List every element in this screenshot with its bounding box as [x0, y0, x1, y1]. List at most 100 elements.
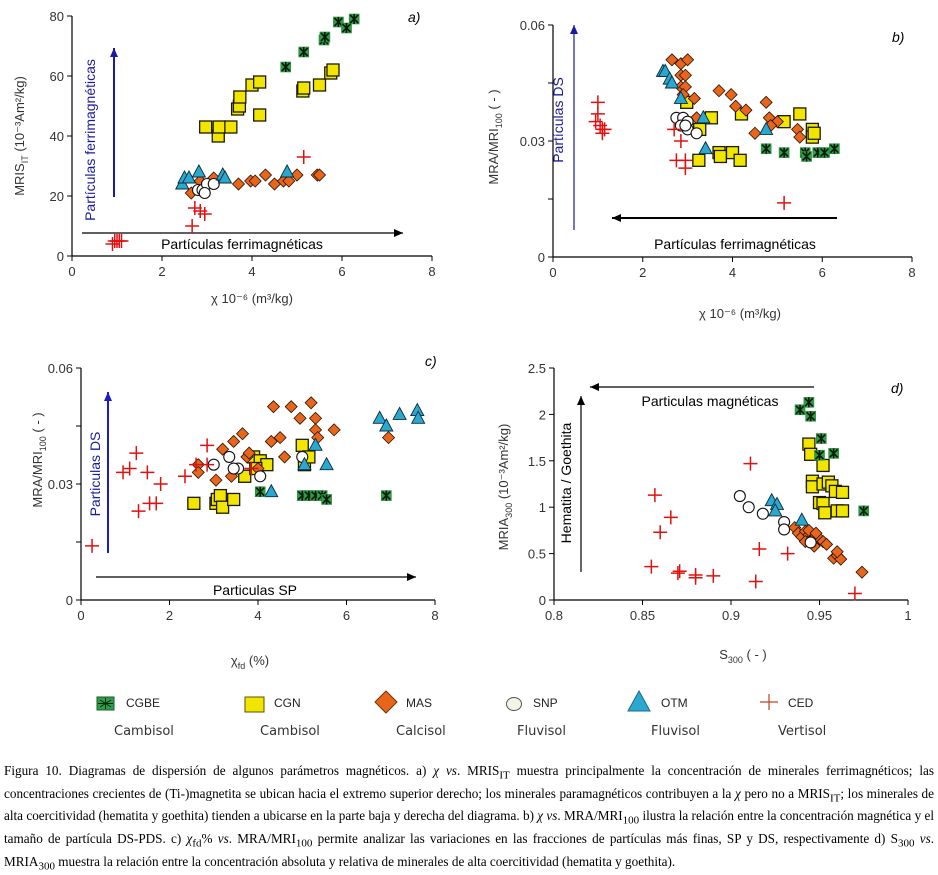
y-axis-label-main: MRA/MRI	[486, 128, 501, 184]
x-tick-label: 8	[431, 608, 438, 623]
x-axis-label: S300 ( - )	[719, 647, 767, 665]
series-cgbe	[254, 486, 392, 505]
x-tick-label: 0	[68, 264, 75, 279]
marker-cgn	[733, 153, 747, 167]
y-axis-label: MRA/MRI100 ( - )	[30, 412, 48, 507]
marker-asterisk	[829, 143, 839, 154]
marker-ced	[153, 477, 168, 491]
x-axis-label-sub: 300	[728, 655, 743, 665]
marker-asterisk	[819, 147, 830, 158]
x-tick-label: 0.8	[545, 608, 563, 623]
y-tick-label: 0	[538, 250, 545, 265]
marker-otm	[308, 437, 323, 451]
marker-asterisk	[779, 147, 789, 158]
marker-cgbe	[348, 13, 360, 25]
marker-mas	[793, 130, 807, 144]
caption-vs: vs	[445, 763, 457, 778]
marker-mas	[665, 53, 679, 67]
series-otm	[655, 63, 774, 155]
marker-mas	[830, 545, 844, 559]
y-tick-label: 0.06	[520, 18, 545, 33]
caption-vs: vs	[546, 808, 558, 824]
marker-cgbe	[760, 143, 772, 155]
marker-mas	[235, 427, 250, 441]
y-tick-label: 0	[539, 593, 546, 608]
panel-label: a)	[408, 9, 420, 25]
marker-ced	[116, 465, 131, 480]
marker-asterisk	[829, 448, 839, 459]
marker-cgn	[252, 108, 267, 122]
marker-mas	[729, 99, 743, 113]
x-tick-label: 6	[343, 608, 350, 623]
y-axis-label: MRISIT (10⁻³Am²/kg)	[12, 76, 30, 196]
panel-label: d)	[891, 380, 903, 396]
marker-otm	[758, 121, 774, 135]
marker-cgn	[198, 120, 213, 134]
marker-mas	[327, 423, 341, 437]
caption-sub: 100	[622, 814, 640, 827]
x-axis-label: χ 10⁻⁶ (m³/kg)	[211, 291, 293, 306]
red-plus-icon	[760, 694, 778, 710]
marker-snp	[804, 536, 817, 549]
marker-cgbe	[858, 505, 870, 517]
marker-cgn	[713, 149, 728, 164]
caption-text: ilustra la relación entre la concentraci…	[4, 808, 934, 846]
marker-mas	[258, 168, 273, 182]
series-mas	[191, 396, 396, 487]
caption-text: muestra la relación entre la concentraci…	[54, 853, 676, 869]
marker-mas	[748, 126, 762, 140]
y-axis-label-main: MRA/MRI	[30, 451, 45, 507]
marker-mas	[264, 434, 278, 449]
marker-ced	[663, 510, 678, 525]
marker-ced	[296, 150, 311, 164]
x-tick-label: 4	[729, 265, 736, 280]
marker-ced	[688, 570, 703, 585]
caption-text: . MRA/MRI	[557, 808, 623, 824]
marker-ced	[644, 559, 659, 574]
y-tick-label: 0	[57, 249, 64, 264]
marker-asterisk	[804, 397, 814, 408]
marker-asterisk	[299, 47, 309, 57]
y-tick-label: 0.03	[520, 134, 545, 149]
marker-asterisk	[333, 17, 343, 27]
legend-code: CGBE	[126, 696, 161, 710]
marker-otm	[673, 90, 689, 104]
green-square-asterisk-icon	[96, 696, 115, 711]
marker-ced	[672, 564, 687, 579]
marker-ced	[197, 207, 212, 221]
caption-sub: 100	[295, 837, 313, 850]
y-tick-label: 0	[66, 593, 73, 608]
marker-asterisk	[255, 486, 265, 497]
arrow-head	[110, 48, 118, 57]
marker-cgn	[326, 63, 340, 77]
caption-text: pero no a MRIS	[740, 785, 831, 801]
series-snp	[191, 177, 220, 200]
marker-ced	[847, 586, 862, 601]
y-axis-label: MRIA300 (10⁻³Am²/kg)	[496, 424, 514, 551]
y-tick-label: 1	[539, 500, 546, 515]
y-tick-label: 1.5	[528, 454, 546, 469]
marker-cgbe	[321, 494, 332, 505]
y-axis-label-rest: (10⁻³Am²/kg)	[12, 76, 27, 155]
marker-ced	[85, 538, 100, 553]
annotation-label: Particulas SP	[213, 582, 297, 598]
marker-ced	[129, 446, 144, 461]
marker-ced	[678, 161, 693, 176]
y-axis-label-sub: IT	[20, 155, 30, 164]
marker-ced	[780, 546, 795, 561]
marker-cgbe	[814, 449, 825, 461]
marker-cgn	[227, 492, 241, 507]
marker-mas	[855, 565, 869, 579]
marker-snp	[198, 186, 211, 200]
marker-mas	[308, 411, 323, 425]
marker-otm	[297, 456, 312, 471]
blue-triangle-icon	[627, 690, 651, 712]
marker-asterisk	[806, 411, 816, 422]
x-tick-label: 6	[338, 264, 345, 279]
marker-cgn	[252, 75, 267, 89]
marker-ced	[595, 126, 610, 141]
legend-soil: Fluvisol	[517, 724, 566, 739]
marker-ced	[114, 234, 129, 248]
figure-caption: Figura 10. Diagramas de dispersión de al…	[4, 762, 934, 875]
marker-cgbe	[803, 397, 815, 408]
